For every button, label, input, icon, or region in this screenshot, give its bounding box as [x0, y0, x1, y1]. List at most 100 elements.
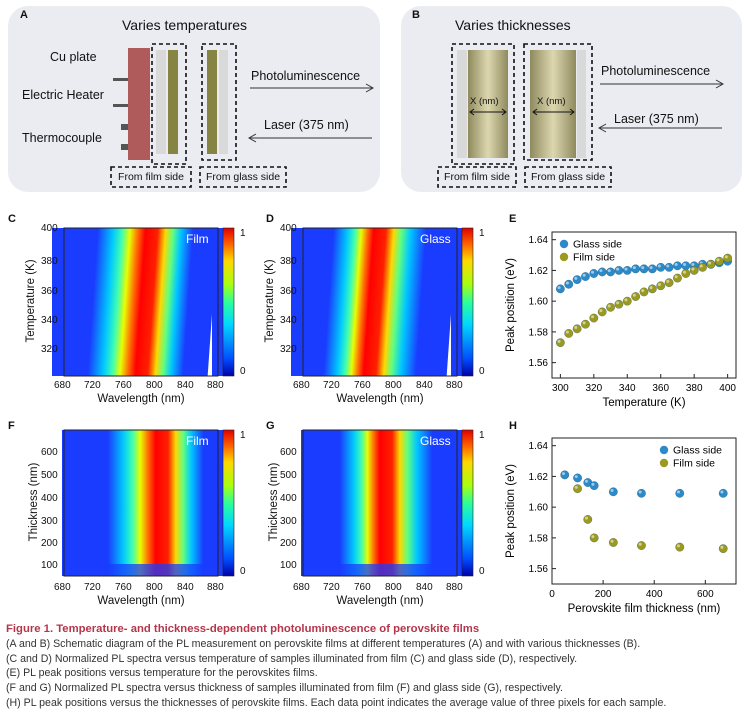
sample-1-glass	[156, 50, 166, 154]
data-point-highlight	[657, 264, 661, 268]
thin-sample-film	[468, 50, 508, 158]
panel-d-xtick: 760	[354, 380, 371, 391]
legend-marker	[559, 239, 569, 249]
data-point	[689, 266, 699, 275]
thin-sample-glass	[457, 50, 467, 158]
y-tick-label: 1.64	[529, 235, 549, 246]
panel-d-letter: D	[266, 213, 274, 225]
panel-g-xtick: 680	[293, 582, 310, 593]
caption-line: (C and D) Normalized PL spectra versus t…	[6, 652, 578, 665]
data-point-highlight	[708, 261, 712, 265]
panel-f-cbar-bottom: 0	[240, 566, 246, 577]
data-point-highlight	[616, 267, 620, 271]
y-axis-label: Peak position (eV)	[505, 464, 517, 558]
x-tick-label: 340	[619, 383, 636, 394]
data-point-highlight	[649, 266, 653, 270]
panel-c-xtick: 720	[84, 380, 101, 391]
sample-2-outline	[201, 43, 237, 161]
data-point	[639, 287, 649, 297]
data-point-highlight	[610, 488, 614, 492]
data-point-highlight	[574, 326, 578, 330]
panel-c-ytick: 380	[41, 256, 58, 267]
data-point-highlight	[720, 545, 724, 549]
data-point-highlight	[674, 275, 678, 279]
data-point-highlight	[607, 304, 611, 308]
panel-c-cbar-bottom: 0	[240, 366, 246, 377]
data-point-highlight	[607, 269, 611, 273]
box-glass-side-label: From glass side	[205, 171, 281, 183]
data-point	[637, 488, 646, 498]
data-point-highlight	[683, 263, 687, 267]
y-tick-label: 1.60	[529, 503, 549, 514]
x-tick-label: 0	[549, 589, 555, 600]
caption-line: (F and G) Normalized PL spectra versus t…	[6, 682, 563, 695]
panel-g-colorbar	[461, 429, 474, 577]
legend-label: Film side	[573, 252, 615, 264]
panel-c-xtick: 680	[54, 380, 71, 391]
x-tick-label: 320	[585, 383, 602, 394]
panel-e-letter: E	[509, 213, 517, 225]
panel-c-xlabel: Wavelength (nm)	[97, 393, 185, 405]
panel-c-letter: C	[8, 213, 16, 225]
data-point-highlight	[638, 490, 642, 494]
data-point-highlight	[591, 315, 595, 319]
sample-2-film	[207, 50, 217, 154]
cu-plate-label: Cu plate	[50, 50, 97, 64]
panel-f-ytick: 100	[41, 560, 58, 571]
x-tick-label: 400	[719, 383, 736, 394]
panel-c-colorbar	[222, 227, 235, 377]
data-point-highlight	[591, 535, 595, 539]
data-point-highlight	[582, 321, 586, 325]
thin-sample-outline	[451, 43, 515, 165]
data-point-highlight	[666, 264, 670, 268]
panel-d-cbar-top: 1	[479, 228, 485, 239]
panel-b-title: Varies thicknesses	[455, 17, 571, 33]
panel-c-xtick: 880	[207, 380, 224, 391]
panel-g-letter: G	[266, 420, 275, 432]
panel-g-xtick: 760	[354, 582, 371, 593]
panel-c-ytick: 340	[41, 315, 58, 326]
box-glass-side	[524, 166, 612, 188]
panel-g-ylabel: Thickness (nm)	[268, 462, 280, 542]
data-point	[614, 299, 624, 309]
panel-a	[8, 6, 380, 192]
panel-g-ytick: 400	[280, 493, 297, 504]
legend-marker	[659, 458, 669, 468]
panel-d-heatmap	[291, 227, 463, 377]
y-tick-label: 1.58	[529, 327, 549, 338]
data-point	[560, 470, 570, 480]
data-point	[572, 324, 582, 334]
legend-label: Glass side	[573, 239, 622, 251]
data-point	[639, 264, 649, 274]
panel-g-tag: Glass	[420, 434, 451, 448]
panel-g-xlabel: Wavelength (nm)	[336, 595, 424, 607]
data-point-highlight	[561, 472, 565, 476]
x-tick-label: 360	[652, 383, 669, 394]
data-point-highlight	[641, 266, 645, 270]
data-point	[556, 338, 565, 348]
data-point-highlight	[683, 270, 687, 274]
data-point	[573, 473, 582, 483]
legend-label: Film side	[673, 458, 715, 470]
panel-g-ytick: 500	[280, 470, 297, 481]
panel-g-ytick: 100	[280, 560, 297, 571]
pl-arrow-label: Photoluminescence	[251, 69, 361, 83]
sample-1-film	[168, 50, 178, 154]
panel-e-chart: 300 320 340 360 380 400 1.56 1.58 1.60 1.62 1.64 Te…	[505, 231, 737, 409]
data-point	[597, 307, 607, 317]
data-point	[622, 296, 632, 306]
box-glass-side-label: From glass side	[530, 171, 606, 183]
data-point	[606, 267, 615, 277]
data-point-highlight	[616, 301, 620, 305]
data-point-highlight	[699, 264, 703, 268]
x-tick-label: 200	[595, 589, 612, 600]
data-point	[673, 273, 682, 283]
pl-arrow-label: Photoluminescence	[601, 64, 711, 78]
panel-f-cbar-top: 1	[240, 430, 246, 441]
data-point-highlight	[582, 273, 586, 277]
panel-g-xtick: 840	[416, 582, 433, 593]
data-point-highlight	[624, 298, 628, 302]
data-point-highlight	[591, 270, 595, 274]
panel-g-xtick: 720	[323, 582, 340, 593]
data-point-highlight	[599, 309, 603, 313]
